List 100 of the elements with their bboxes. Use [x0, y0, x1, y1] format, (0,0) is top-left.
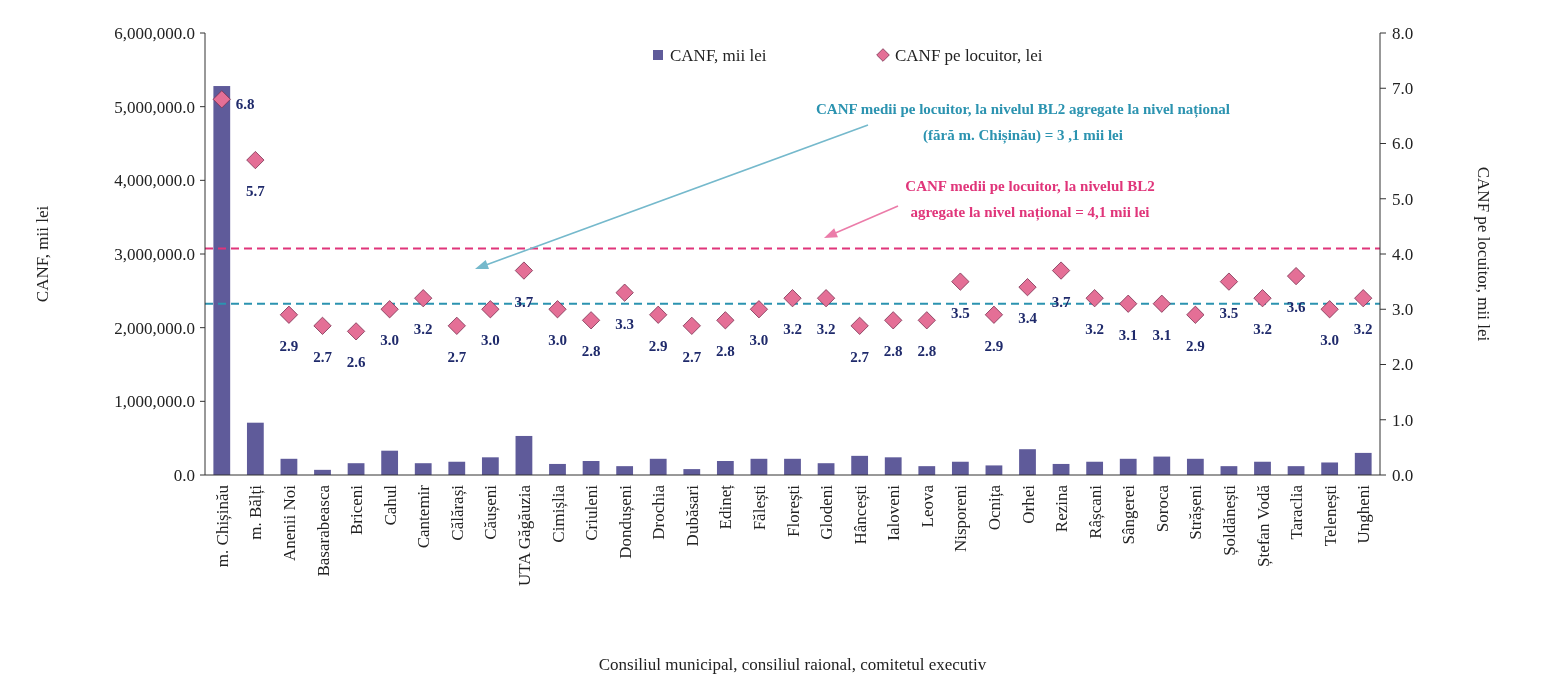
bar [1086, 461, 1104, 475]
x-tick-label: Drochia [649, 484, 669, 540]
point [514, 261, 533, 280]
x-tick-label: Călărași [447, 484, 467, 541]
x-tick-label: Basarabeasca [313, 484, 333, 577]
bar [549, 463, 566, 475]
data-label: 3.0 [1320, 332, 1340, 349]
data-label: 3.1 [1118, 326, 1138, 343]
x-tick-label: Dondușeni [615, 484, 635, 559]
y-tick-label: 4,000,000.0 [114, 171, 195, 191]
x-tick-label: Ocnița [984, 484, 1004, 531]
x-tick-label: Cimișlia [548, 484, 568, 543]
y2-tick-label: 5.0 [1392, 189, 1414, 209]
point [246, 151, 265, 170]
point [615, 283, 634, 302]
bar [1354, 452, 1372, 475]
x-tick-label: Orhei [1018, 484, 1038, 524]
data-label: 2.8 [715, 343, 735, 360]
x-tick-label: Cahul [380, 484, 400, 526]
bar [918, 466, 936, 475]
data-label: 3.3 [615, 315, 635, 332]
data-label: 3.0 [749, 332, 769, 349]
data-label: 2.9 [279, 337, 299, 354]
data-label: 2.6 [346, 354, 366, 371]
y2-tick-label: 7.0 [1392, 79, 1414, 99]
data-label: 2.9 [648, 337, 668, 354]
bar [515, 435, 533, 475]
data-label: 3.2 [413, 321, 433, 338]
x-tick-label: Șoldănești [1219, 484, 1239, 556]
bar [851, 455, 869, 475]
bar [1019, 449, 1036, 475]
x-tick-label: Fălești [749, 484, 769, 531]
point [984, 305, 1003, 324]
y2-tick-label: 6.0 [1392, 134, 1414, 154]
point [783, 289, 802, 308]
point [1186, 305, 1205, 324]
ref-line-label: CANF medii pe locuitor, la nivelul BL2 agregate la nivel național = 4,1 mii lei [905, 178, 1155, 221]
x-tick-label: m. Bălți [246, 484, 266, 540]
point [1085, 289, 1104, 308]
bar [1186, 458, 1204, 475]
point [749, 300, 768, 319]
point [1119, 294, 1138, 313]
data-label: 2.7 [313, 348, 333, 365]
x-tick-label: m. Chișinău [212, 484, 232, 568]
point [817, 289, 836, 308]
bar [649, 458, 667, 475]
point [548, 300, 567, 319]
x-tick-label: Taraclia [1287, 484, 1307, 540]
x-tick-label: Edineț [716, 484, 736, 530]
bar [784, 458, 801, 475]
x-tick-label: Rezina [1052, 484, 1072, 533]
x-tick-label: Căușeni [481, 484, 501, 540]
bar [884, 457, 902, 475]
data-label: 3.5 [950, 304, 970, 321]
y2-tick-label: 4.0 [1392, 244, 1414, 264]
y-axis-title: CANF, mii lei [33, 205, 52, 303]
data-label: 2.7 [682, 348, 702, 365]
point [850, 316, 869, 335]
x-tick-label: Soroca [1152, 484, 1172, 533]
x-tick-label: Telenești [1320, 484, 1340, 547]
data-label: 3.2 [783, 321, 802, 338]
point [212, 90, 231, 109]
point [951, 272, 970, 291]
data-label: 3.1 [1152, 326, 1172, 343]
y2-tick-label: 2.0 [1392, 355, 1414, 375]
data-label: 2.7 [447, 348, 467, 365]
x-tick-label: Hâncești [850, 484, 870, 545]
bar [1254, 461, 1271, 475]
data-label: 2.7 [850, 348, 870, 365]
y2-tick-label: 3.0 [1392, 300, 1414, 320]
x-tick-label: UTA Găgăuzia [514, 484, 534, 587]
x-tick-label: Râșcani [1085, 484, 1105, 539]
data-label: 3.0 [548, 332, 567, 349]
point [716, 311, 735, 330]
point [1219, 272, 1238, 291]
point [414, 289, 433, 308]
point [682, 316, 701, 335]
data-label: 2.9 [984, 337, 1004, 354]
legend-label: CANF pe locuitor, lei [895, 45, 1043, 65]
bar [381, 450, 399, 475]
bar [951, 461, 969, 475]
y2-tick-label: 1.0 [1392, 410, 1414, 430]
bar [1119, 458, 1137, 475]
point [582, 311, 601, 330]
x-tick-label: Strășeni [1186, 484, 1206, 540]
point [1052, 261, 1071, 280]
point [1287, 267, 1306, 286]
data-label: 3.2 [1253, 321, 1272, 338]
x-tick-label: Florești [783, 484, 803, 537]
bar [616, 466, 634, 475]
data-label: 3.2 [1085, 321, 1105, 338]
data-label: 3.0 [380, 332, 400, 349]
x-tick-label: Glodeni [817, 484, 837, 540]
data-label: 3.5 [1219, 304, 1239, 321]
point [1354, 289, 1373, 308]
bar [246, 422, 264, 475]
data-label: 3.4 [1018, 310, 1038, 327]
x-tick-label: Anenii Noi [279, 484, 299, 562]
y-tick-label: 0.0 [173, 465, 195, 485]
point [1018, 278, 1037, 297]
